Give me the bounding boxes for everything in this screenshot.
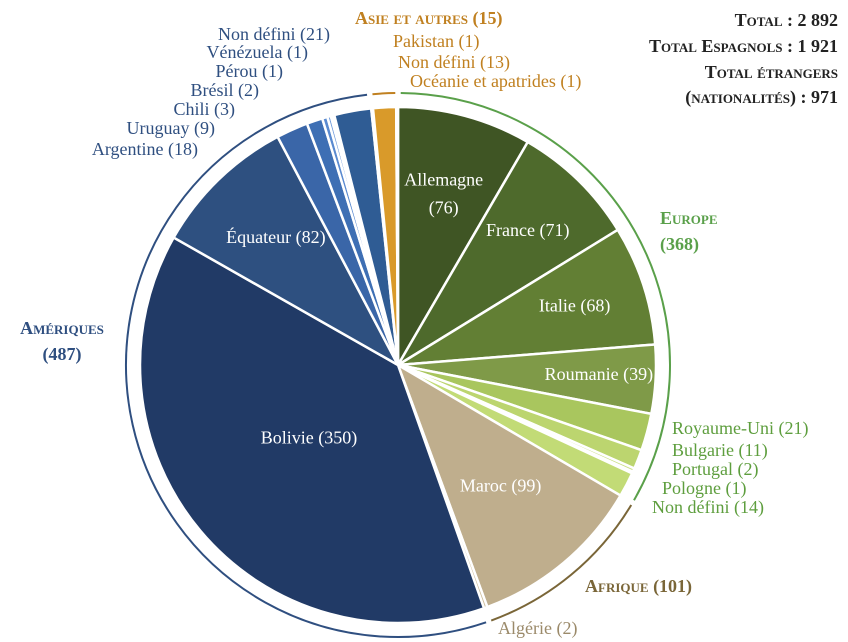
value-label: (3)	[214, 99, 235, 120]
group-arc	[124, 93, 487, 638]
category-label: Océanie et apatrides	[410, 71, 556, 91]
annotation: Total : 2 892	[735, 10, 838, 30]
slice-label: Vénézuela (1)	[207, 42, 308, 63]
annotation: Total étrangers	[705, 62, 838, 82]
slice-label: Brésil (2)	[191, 80, 260, 101]
group-arc	[490, 504, 633, 622]
slice-label: Maroc (99)	[460, 476, 541, 497]
category-label: Brésil	[191, 80, 234, 100]
slice-label: Portugal (2)	[672, 459, 759, 480]
value-label: (21)	[300, 24, 330, 45]
category-label: Chili	[173, 99, 209, 119]
slice-label: Pérou (1)	[216, 61, 284, 82]
pie-slice	[171, 135, 402, 369]
slice-label: Roumanie (39)	[545, 364, 654, 385]
group-label: Asie et autres (15)	[355, 8, 503, 29]
value-label: (9)	[194, 118, 215, 139]
value-label: (1)	[459, 31, 480, 52]
value-label: (1)	[262, 61, 283, 82]
value-label: (21)	[778, 418, 808, 439]
slice-label: Bolivie (350)	[261, 428, 358, 449]
slice-label: Non défini (13)	[398, 52, 510, 73]
group-value: (487)	[43, 344, 82, 365]
slice-label: Océanie et apatrides (1)	[410, 71, 581, 92]
group-name: Europe	[660, 208, 718, 228]
group-name: Amériques	[20, 318, 104, 338]
slice-label: Royaume-Uni (21)	[672, 418, 808, 439]
value-label: (2)	[556, 618, 577, 639]
category-label: France	[486, 220, 535, 240]
category-label: Algérie	[498, 618, 552, 638]
pie-slice	[394, 105, 400, 366]
pie-slice	[397, 228, 657, 367]
category-label: Argentine	[92, 139, 164, 159]
pie-slice	[395, 362, 623, 609]
slice-label: France (71)	[486, 220, 569, 241]
group-label: Amériques (487)	[20, 318, 104, 365]
group-value: (15)	[473, 8, 503, 29]
category-label: Uruguay	[127, 118, 190, 138]
value-label: (71)	[539, 220, 569, 241]
category-label: Maroc	[460, 476, 507, 496]
category-label: Royaume-Uni	[672, 418, 774, 438]
slice-label: Pakistan (1)	[393, 31, 480, 52]
group-name: Asie et autres	[355, 8, 468, 28]
category-label: Portugal	[672, 459, 733, 479]
value-label: (82)	[296, 227, 326, 248]
category-label: Équateur	[226, 226, 291, 247]
slice-label: Algérie (2)	[498, 618, 577, 639]
annotation: (nationalités) : 971	[685, 87, 838, 108]
category-label: Roumanie	[545, 364, 619, 384]
value-label: (2)	[738, 459, 759, 480]
slice-label: Allemagne (76)	[404, 170, 483, 219]
value-label: (1)	[287, 42, 308, 63]
slice-label: Italie (68)	[539, 295, 610, 316]
category-label: Non défini	[652, 497, 729, 517]
slice-label: Uruguay (9)	[127, 118, 215, 139]
category-label: Italie	[539, 295, 576, 315]
group-value: (101)	[653, 576, 692, 597]
group-label: Afrique (101)	[585, 576, 692, 597]
pie-slice	[396, 140, 620, 367]
category-label: Pakistan	[393, 31, 454, 51]
group-label: Europe (368)	[660, 208, 718, 255]
value-label: (2)	[238, 80, 259, 101]
category-label: Allemagne	[404, 170, 483, 190]
pie-slice	[396, 105, 530, 370]
value-label: (11)	[738, 440, 767, 461]
group-arc	[400, 92, 671, 501]
value-label: (18)	[168, 139, 198, 160]
slice-label: Non défini (21)	[218, 24, 330, 45]
group-arc	[372, 92, 396, 96]
value-label: (76)	[429, 198, 459, 219]
slice-label: Non défini (14)	[652, 497, 764, 518]
category-label: Non défini	[398, 52, 475, 72]
category-label: Pérou	[216, 61, 258, 81]
group-value: (368)	[660, 234, 699, 255]
category-label: Pologne	[662, 478, 721, 498]
category-label: Bolivie	[261, 428, 314, 448]
value-label: (99)	[511, 476, 541, 497]
slice-label: Pologne (1)	[662, 478, 747, 499]
category-label: Vénézuela	[207, 42, 283, 62]
annotation: Total Espagnols : 1 921	[649, 36, 838, 56]
slice-label: Chili (3)	[173, 99, 235, 120]
value-label: (68)	[580, 295, 610, 316]
value-label: (13)	[480, 52, 510, 73]
value-label: (14)	[734, 497, 764, 518]
slice-label: Bulgarie (11)	[672, 440, 768, 461]
group-name: Afrique	[585, 576, 649, 596]
value-label: (1)	[726, 478, 747, 499]
pie-slice	[138, 235, 486, 625]
slice-label: Argentine (18)	[92, 139, 198, 160]
value-label: (1)	[560, 71, 581, 92]
value-label: (350)	[318, 428, 357, 449]
category-label: Bulgarie	[672, 440, 734, 460]
value-label: (39)	[623, 364, 653, 385]
category-label: Non défini	[218, 24, 295, 44]
slice-label: Équateur (82)	[226, 226, 325, 248]
